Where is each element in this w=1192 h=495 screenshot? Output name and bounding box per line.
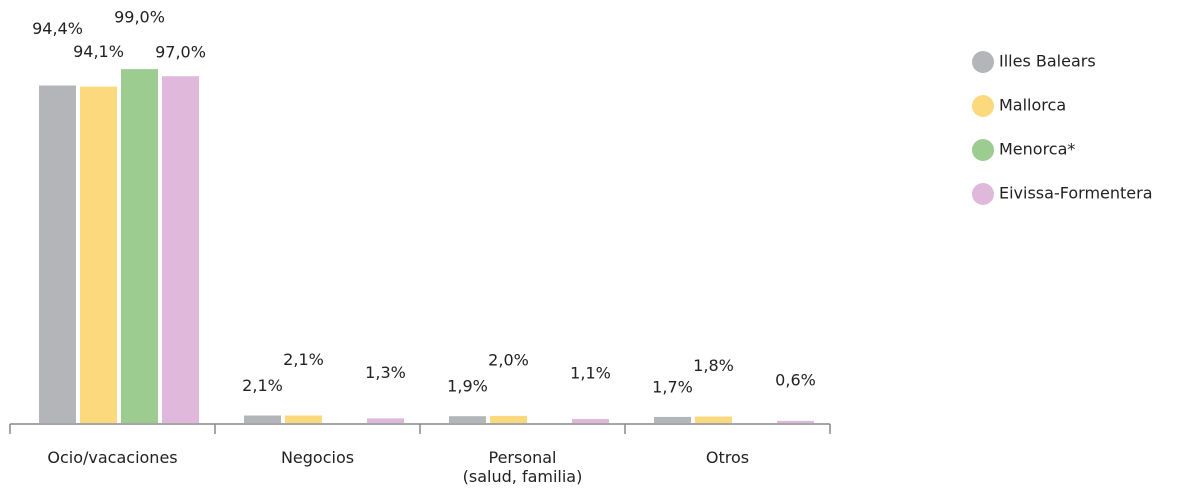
bar <box>367 418 404 423</box>
legend-label: Mallorca <box>999 96 1066 115</box>
data-label: 1,7% <box>652 377 693 396</box>
legend-marker <box>972 51 994 73</box>
data-label: 2,0% <box>488 350 529 369</box>
data-label: 94,4% <box>32 19 83 38</box>
data-label: 0,6% <box>775 370 816 389</box>
legend-label: Eivissa-Formentera <box>999 184 1153 203</box>
bar <box>244 415 281 423</box>
x-tick-label: Ocio/vacaciones <box>47 448 178 467</box>
bar <box>285 415 322 423</box>
bar <box>490 415 527 423</box>
data-label: 1,1% <box>570 364 611 383</box>
data-label: 1,9% <box>447 377 488 396</box>
bar <box>572 419 609 423</box>
bar <box>162 76 199 423</box>
data-label: 1,3% <box>365 363 406 382</box>
bar <box>121 69 158 423</box>
bar <box>80 86 117 423</box>
data-label: 2,1% <box>283 350 324 369</box>
x-tick-label: Otros <box>705 448 750 467</box>
legend-marker <box>972 183 994 205</box>
bar <box>695 416 732 423</box>
data-label: 2,1% <box>242 376 283 395</box>
x-tick-label: Negocios <box>280 448 355 467</box>
data-label: 99,0% <box>114 8 165 27</box>
data-label: 97,0% <box>155 43 206 62</box>
bar <box>39 85 76 424</box>
legend-marker <box>972 95 994 117</box>
x-tick-label: Personal (salud, familia) <box>462 448 583 486</box>
data-label: 1,8% <box>693 356 734 375</box>
bar <box>654 416 691 423</box>
legend-label: Menorca* <box>999 140 1075 159</box>
legend-label: Illes Balears <box>999 52 1096 71</box>
data-label: 94,1% <box>73 42 124 61</box>
bar <box>449 416 486 423</box>
bar <box>777 420 814 423</box>
legend-marker <box>972 139 994 161</box>
